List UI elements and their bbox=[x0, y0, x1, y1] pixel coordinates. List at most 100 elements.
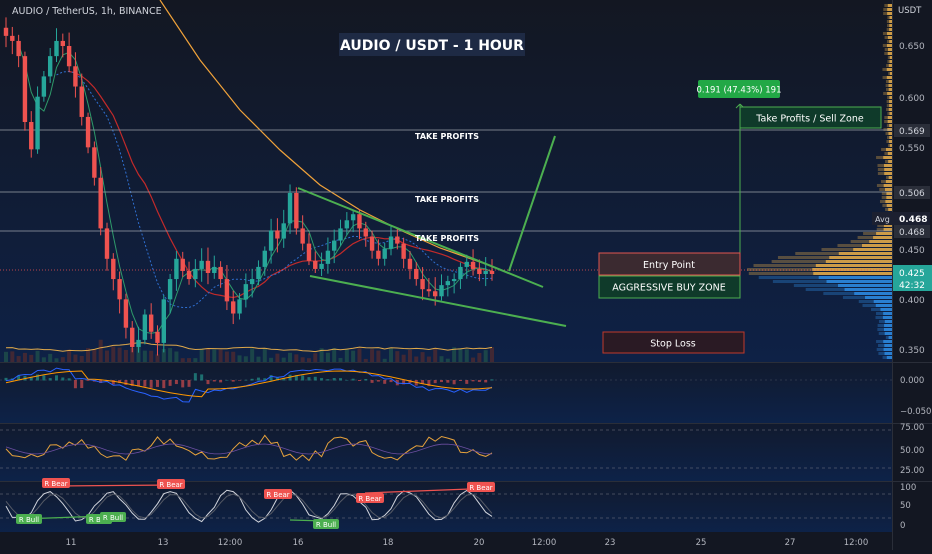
candle[interactable] bbox=[167, 274, 173, 314]
macd-histogram-bar bbox=[36, 374, 40, 381]
candle[interactable] bbox=[130, 321, 135, 353]
candle[interactable] bbox=[395, 227, 400, 250]
candle[interactable] bbox=[54, 28, 59, 63]
candle[interactable] bbox=[407, 250, 413, 280]
candle[interactable] bbox=[458, 262, 463, 289]
candle[interactable] bbox=[268, 218, 274, 264]
candle[interactable] bbox=[313, 251, 318, 274]
candle[interactable] bbox=[306, 233, 312, 266]
candle[interactable] bbox=[16, 34, 21, 68]
candle[interactable] bbox=[483, 257, 488, 287]
volume-profile-bar bbox=[886, 196, 892, 199]
candle[interactable] bbox=[470, 249, 476, 276]
candle[interactable] bbox=[350, 209, 356, 233]
macd-histogram-bar bbox=[250, 378, 254, 381]
candle[interactable] bbox=[357, 209, 362, 240]
volume-profile-bar bbox=[888, 176, 892, 179]
candle[interactable] bbox=[123, 293, 129, 339]
stop-loss-box[interactable] bbox=[602, 331, 745, 354]
candle[interactable] bbox=[98, 167, 103, 236]
candle[interactable] bbox=[489, 259, 495, 281]
candle[interactable] bbox=[426, 277, 432, 297]
candle[interactable] bbox=[369, 230, 375, 259]
candle[interactable] bbox=[174, 250, 179, 291]
candle[interactable] bbox=[161, 294, 166, 353]
symbol-legend[interactable]: AUDIO / TetherUS, 1h, BINANCE bbox=[12, 6, 162, 17]
candle[interactable] bbox=[243, 273, 249, 308]
candle[interactable] bbox=[401, 237, 406, 269]
candle[interactable] bbox=[41, 70, 47, 102]
candle[interactable] bbox=[287, 184, 293, 234]
candle[interactable] bbox=[262, 246, 267, 276]
candle[interactable] bbox=[3, 17, 9, 48]
candle[interactable] bbox=[237, 293, 242, 320]
aggressive-buy-zone-box[interactable] bbox=[598, 275, 741, 299]
candle[interactable] bbox=[117, 271, 122, 314]
breakout-projection-line[interactable] bbox=[508, 135, 556, 272]
candle[interactable] bbox=[224, 264, 230, 311]
candle[interactable] bbox=[155, 325, 160, 356]
candle[interactable] bbox=[85, 112, 91, 154]
candle[interactable] bbox=[136, 326, 141, 353]
candle[interactable] bbox=[205, 247, 211, 285]
volume-bar bbox=[351, 350, 356, 362]
sell-zone-box[interactable] bbox=[739, 106, 882, 129]
candle[interactable] bbox=[47, 47, 53, 83]
candle[interactable] bbox=[376, 239, 381, 266]
candle[interactable] bbox=[344, 212, 350, 236]
entry-point-box[interactable] bbox=[598, 252, 741, 276]
wedge-upper-trendline[interactable] bbox=[297, 187, 544, 288]
candle[interactable] bbox=[79, 73, 84, 126]
candle[interactable] bbox=[180, 251, 185, 277]
candle[interactable] bbox=[212, 255, 217, 279]
candle[interactable] bbox=[60, 33, 66, 58]
candle[interactable] bbox=[29, 111, 34, 158]
candle[interactable] bbox=[22, 51, 28, 131]
candle[interactable] bbox=[186, 261, 192, 285]
candle[interactable] bbox=[382, 242, 387, 266]
candle[interactable] bbox=[332, 229, 337, 264]
candle[interactable] bbox=[300, 215, 305, 251]
candle[interactable] bbox=[104, 222, 110, 271]
candle[interactable] bbox=[199, 248, 204, 282]
candle[interactable] bbox=[142, 309, 148, 345]
candle[interactable] bbox=[73, 52, 78, 98]
wedge-lower-trendline[interactable] bbox=[309, 275, 567, 327]
candle[interactable] bbox=[414, 262, 419, 286]
candle[interactable] bbox=[420, 267, 425, 301]
candle[interactable] bbox=[363, 221, 368, 247]
candle[interactable] bbox=[294, 187, 299, 235]
candle[interactable] bbox=[451, 273, 457, 294]
volume-profile-bar bbox=[812, 268, 892, 271]
candle[interactable] bbox=[111, 253, 116, 291]
candle[interactable] bbox=[249, 268, 255, 298]
volume-bar bbox=[313, 353, 318, 362]
volume-bar bbox=[262, 348, 267, 362]
candle[interactable] bbox=[148, 303, 154, 339]
candle[interactable] bbox=[445, 275, 451, 297]
candle[interactable] bbox=[35, 86, 40, 154]
candle[interactable] bbox=[439, 274, 444, 301]
candle[interactable] bbox=[193, 259, 198, 288]
candle[interactable] bbox=[338, 219, 343, 246]
candle[interactable] bbox=[281, 209, 286, 248]
candlestick-series[interactable] bbox=[3, 17, 495, 356]
measure-badge[interactable] bbox=[698, 80, 780, 98]
candle[interactable] bbox=[66, 32, 72, 72]
candle[interactable] bbox=[256, 260, 261, 286]
candle[interactable] bbox=[477, 259, 482, 282]
candle[interactable] bbox=[92, 141, 97, 186]
candle[interactable] bbox=[275, 218, 280, 253]
candle[interactable] bbox=[231, 290, 236, 325]
candle[interactable] bbox=[325, 237, 331, 274]
volume-bar bbox=[376, 350, 381, 362]
candle[interactable] bbox=[218, 261, 223, 288]
candle[interactable] bbox=[464, 254, 469, 279]
candle[interactable] bbox=[388, 225, 394, 256]
candle[interactable] bbox=[10, 26, 15, 55]
macd-histogram-bar bbox=[80, 380, 84, 389]
volume-bar bbox=[300, 357, 305, 362]
candle[interactable] bbox=[319, 252, 324, 276]
volume-profile-bar bbox=[883, 224, 892, 227]
